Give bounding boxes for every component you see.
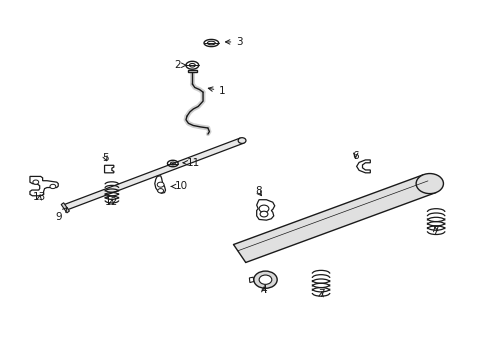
Polygon shape xyxy=(356,160,369,173)
Text: 8: 8 xyxy=(254,186,261,197)
Text: 10: 10 xyxy=(171,181,187,192)
Circle shape xyxy=(50,184,56,189)
Text: 3: 3 xyxy=(225,37,243,47)
Polygon shape xyxy=(187,69,196,72)
Circle shape xyxy=(259,205,268,212)
Polygon shape xyxy=(249,277,253,283)
Circle shape xyxy=(415,174,443,194)
Text: 12: 12 xyxy=(105,197,118,207)
Circle shape xyxy=(158,189,163,193)
Text: 5: 5 xyxy=(102,153,109,163)
Polygon shape xyxy=(155,176,165,193)
Text: 11: 11 xyxy=(183,158,200,168)
Circle shape xyxy=(157,182,163,187)
Polygon shape xyxy=(233,175,435,262)
Text: 6: 6 xyxy=(352,150,358,161)
Circle shape xyxy=(33,180,39,184)
Polygon shape xyxy=(256,200,274,220)
Text: 2: 2 xyxy=(174,60,186,70)
Circle shape xyxy=(259,275,271,284)
Polygon shape xyxy=(61,203,69,213)
Polygon shape xyxy=(64,138,244,210)
Text: 4: 4 xyxy=(260,285,267,296)
Text: 7: 7 xyxy=(318,289,324,299)
Circle shape xyxy=(253,271,277,288)
Circle shape xyxy=(260,211,267,217)
Polygon shape xyxy=(30,176,58,196)
Text: 9: 9 xyxy=(55,208,67,221)
Polygon shape xyxy=(104,165,114,173)
Text: 13: 13 xyxy=(33,192,46,202)
Circle shape xyxy=(238,138,245,143)
Text: 7: 7 xyxy=(431,226,438,236)
Text: 1: 1 xyxy=(208,86,225,96)
